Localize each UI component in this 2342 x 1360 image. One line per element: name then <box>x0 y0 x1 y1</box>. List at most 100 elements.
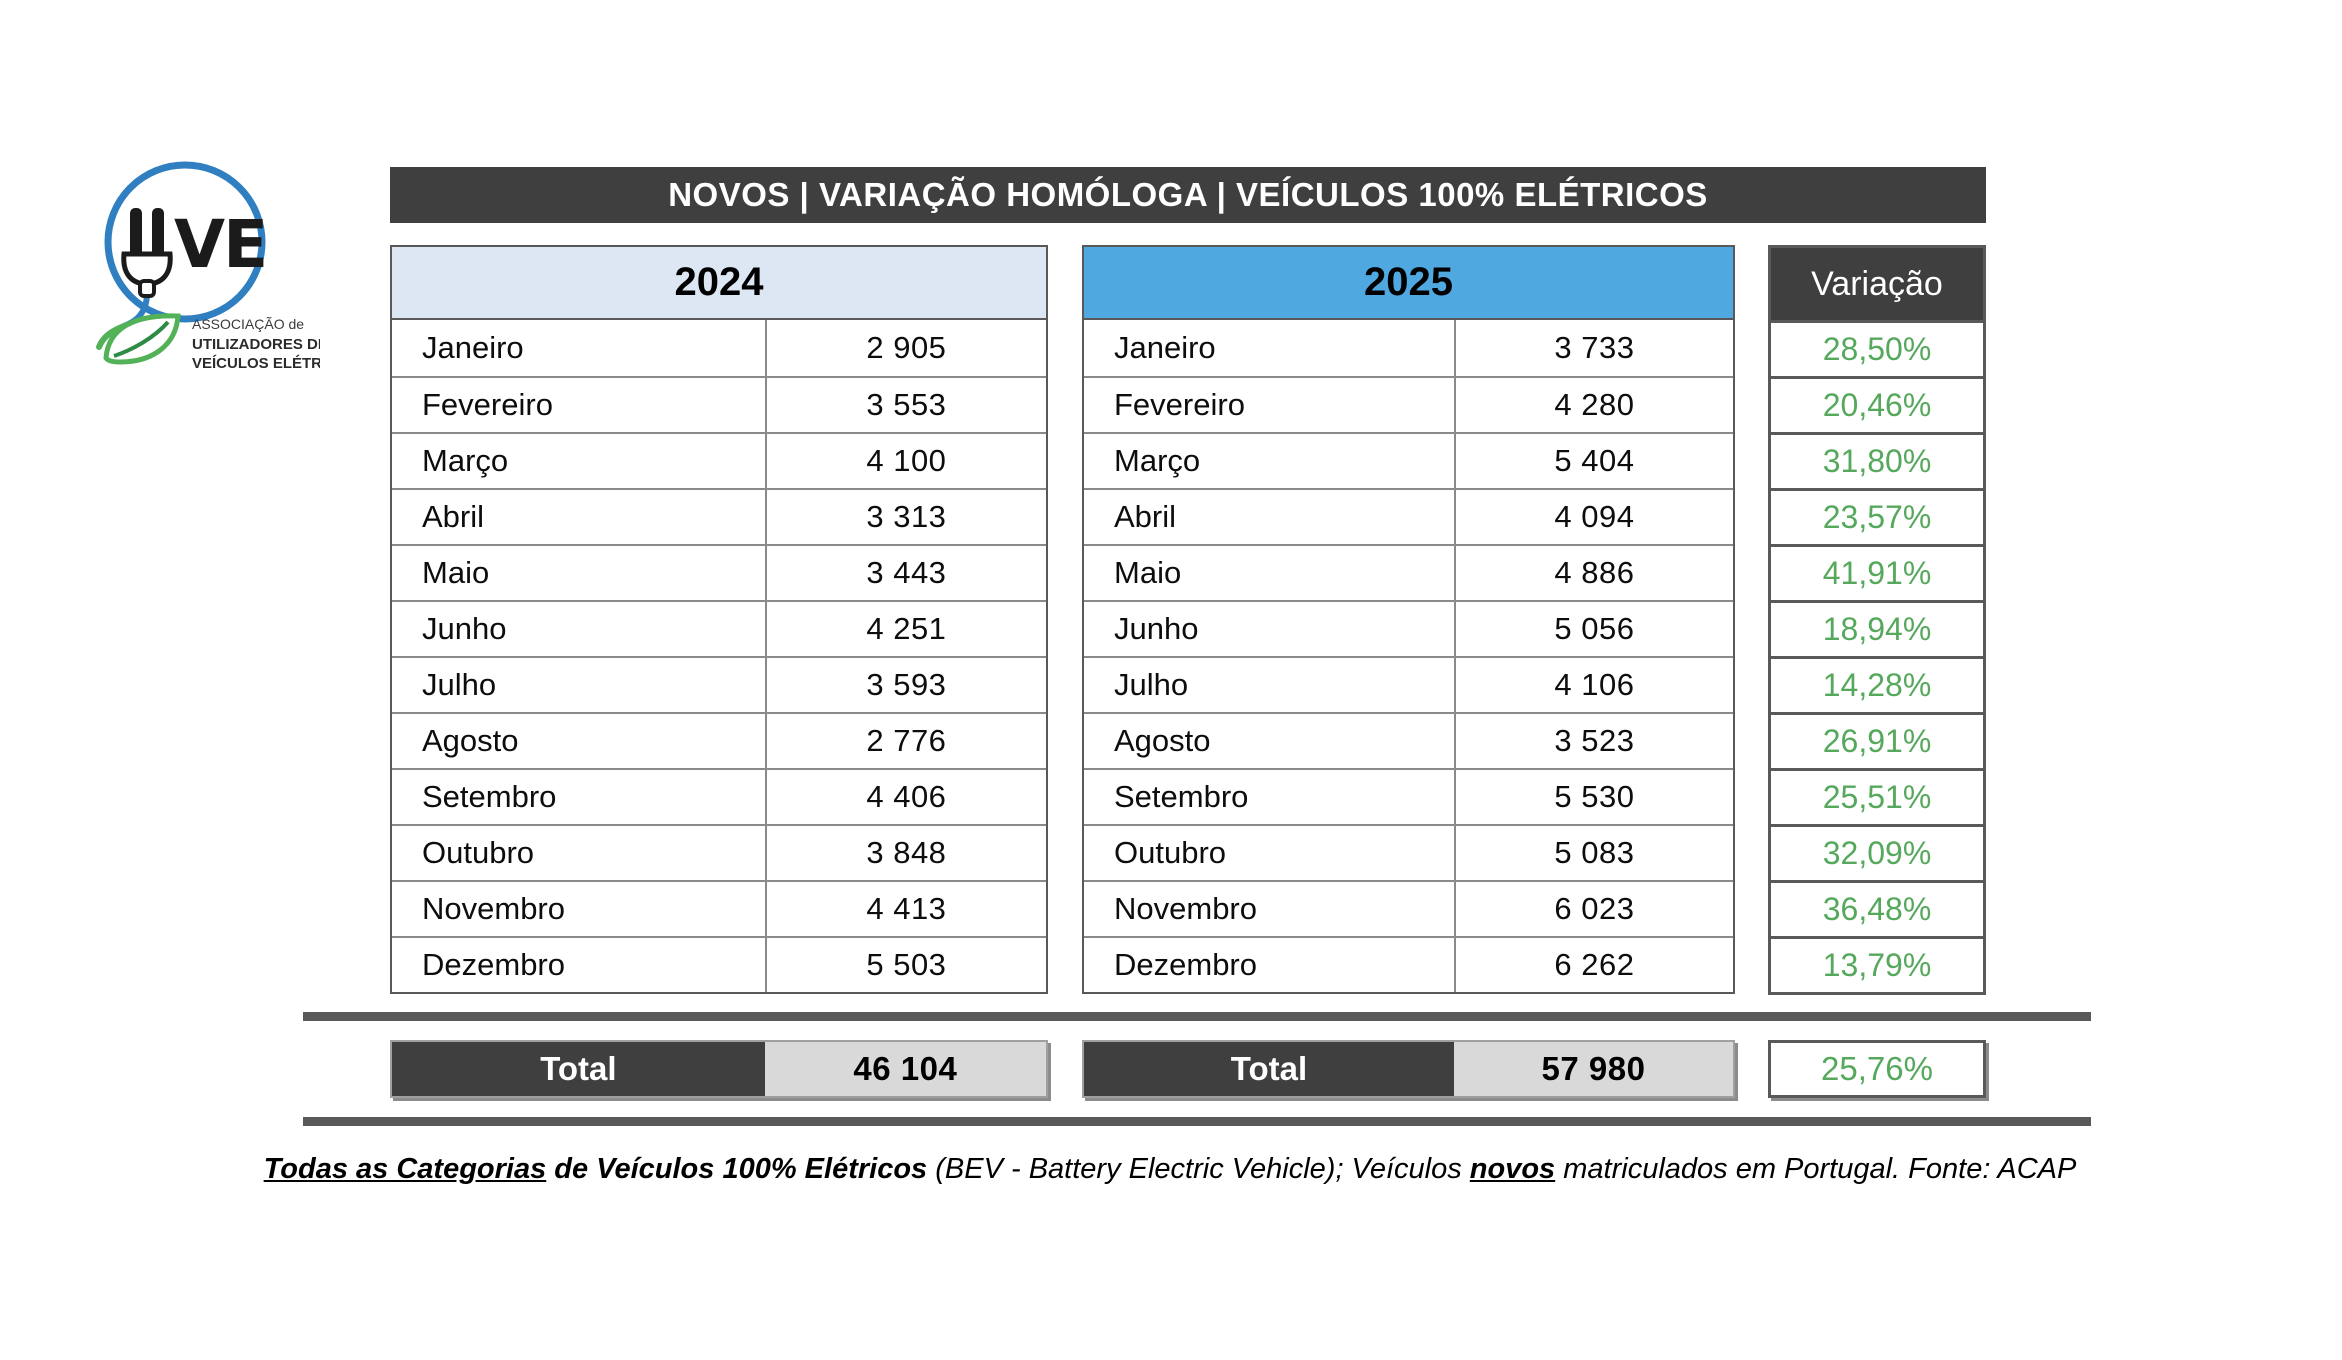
uve-logo: VE ASSOCIAÇÃO de UTILIZADORES DE VEÍCULO… <box>96 161 320 372</box>
table-2025-body: Janeiro 3 733 Fevereiro 4 280 Março 5 40… <box>1084 320 1733 992</box>
variation-cell: 20,46% <box>1771 376 1983 432</box>
page-title: NOVOS | VARIAÇÃO HOMÓLOGA | VEÍCULOS 100… <box>390 167 1986 223</box>
table-row: Janeiro 3 733 <box>1084 320 1733 376</box>
footnote-seg4: novos <box>1469 1153 1556 1185</box>
value-cell: 3 593 <box>764 658 1046 712</box>
month-cell: Abril <box>1114 499 1177 534</box>
value-cell: 3 443 <box>764 546 1046 600</box>
month-cell: Janeiro <box>1114 330 1216 365</box>
variation-cell: 31,80% <box>1771 432 1983 488</box>
value-cell: 5 503 <box>764 938 1046 992</box>
table-row: Outubro 3 848 <box>392 824 1046 880</box>
plug-stem-icon <box>138 279 156 298</box>
table-row: Maio 4 886 <box>1084 544 1733 600</box>
value-cell: 3 733 <box>1453 320 1733 376</box>
table-row: Fevereiro 3 553 <box>392 376 1046 432</box>
divider <box>303 1117 2091 1126</box>
variation-cell: 41,91% <box>1771 544 1983 600</box>
variation-cell: 25,51% <box>1771 768 1983 824</box>
table-row: Fevereiro 4 280 <box>1084 376 1733 432</box>
value-cell: 6 262 <box>1453 938 1733 992</box>
value-cell: 2 905 <box>764 320 1046 376</box>
table-row: Agosto 2 776 <box>392 712 1046 768</box>
total-2025: Total 57 980 <box>1082 1040 1735 1098</box>
footnote-seg2: de Veículos 100% Elétricos <box>546 1153 936 1185</box>
month-cell: Dezembro <box>422 947 565 982</box>
footnote-seg1: Todas as Categorias <box>263 1153 547 1185</box>
month-cell: Janeiro <box>422 330 524 365</box>
total-2024-label: Total <box>392 1042 765 1096</box>
table-row: Abril 4 094 <box>1084 488 1733 544</box>
table-row: Julho 4 106 <box>1084 656 1733 712</box>
month-cell: Junho <box>1114 611 1199 646</box>
footnote-seg5: matriculados em Portugal. Fonte: ACAP <box>1555 1153 2077 1185</box>
value-cell: 4 251 <box>764 602 1046 656</box>
logo-circle <box>104 161 266 323</box>
month-cell: Novembro <box>422 891 565 926</box>
month-cell: Agosto <box>1114 723 1211 758</box>
footnote: Todas as Categorias de Veículos 100% Elé… <box>170 1153 2170 1186</box>
table-row: Agosto 3 523 <box>1084 712 1733 768</box>
month-cell: Fevereiro <box>1114 387 1245 422</box>
month-cell: Fevereiro <box>422 387 553 422</box>
total-variation-value: 25,76% <box>1768 1040 1986 1098</box>
month-cell: Dezembro <box>1114 947 1257 982</box>
variation-cell: 18,94% <box>1771 600 1983 656</box>
value-cell: 4 094 <box>1453 490 1733 544</box>
table-variation-header: Variação <box>1771 248 1983 320</box>
month-cell: Setembro <box>1114 779 1249 814</box>
table-row: Janeiro 2 905 <box>392 320 1046 376</box>
table-row: Março 4 100 <box>392 432 1046 488</box>
value-cell: 4 106 <box>1453 658 1733 712</box>
table-row: Setembro 5 530 <box>1084 768 1733 824</box>
total-2025-label: Total <box>1084 1042 1454 1096</box>
month-cell: Novembro <box>1114 891 1257 926</box>
month-cell: Março <box>422 443 509 478</box>
table-2024-body: Janeiro 2 905 Fevereiro 3 553 Março 4 10… <box>392 320 1046 992</box>
value-cell: 3 523 <box>1453 714 1733 768</box>
month-cell: Setembro <box>422 779 557 814</box>
month-cell: Maio <box>1114 555 1182 590</box>
logo-org-line1: ASSOCIAÇÃO de <box>192 316 304 332</box>
table-row: Setembro 4 406 <box>392 768 1046 824</box>
table-2024: 2024 Janeiro 2 905 Fevereiro 3 553 Março… <box>390 245 1048 994</box>
month-cell: Maio <box>422 555 490 590</box>
table-row: Novembro 4 413 <box>392 880 1046 936</box>
month-cell: Abril <box>422 499 485 534</box>
table-row: Junho 5 056 <box>1084 600 1733 656</box>
table-row: Maio 3 443 <box>392 544 1046 600</box>
table-row: Dezembro 6 262 <box>1084 936 1733 992</box>
variation-cell: 13,79% <box>1771 936 1983 992</box>
total-2025-value: 57 980 <box>1453 1042 1733 1096</box>
value-cell: 5 530 <box>1453 770 1733 824</box>
value-cell: 5 083 <box>1453 826 1733 880</box>
plug-prong-icon <box>130 208 142 258</box>
table-row: Novembro 6 023 <box>1084 880 1733 936</box>
table-row: Abril 3 313 <box>392 488 1046 544</box>
value-cell: 4 280 <box>1453 378 1733 432</box>
leaf-vein-icon <box>113 320 170 358</box>
plug-prong-icon <box>152 208 164 258</box>
value-cell: 3 848 <box>764 826 1046 880</box>
value-cell: 6 023 <box>1453 882 1733 936</box>
table-row: Março 5 404 <box>1084 432 1733 488</box>
table-row: Julho 3 593 <box>392 656 1046 712</box>
variation-cell: 32,09% <box>1771 824 1983 880</box>
table-row: Junho 4 251 <box>392 600 1046 656</box>
variation-cell: 26,91% <box>1771 712 1983 768</box>
total-2024-value: 46 104 <box>764 1042 1046 1096</box>
month-cell: Outubro <box>422 835 535 870</box>
value-cell: 5 056 <box>1453 602 1733 656</box>
value-cell: 3 313 <box>764 490 1046 544</box>
value-cell: 5 404 <box>1453 434 1733 488</box>
table-2025-header: 2025 <box>1084 247 1733 320</box>
value-cell: 2 776 <box>764 714 1046 768</box>
footnote-seg3: (BEV - Battery Electric Vehicle); Veícul… <box>935 1153 1470 1185</box>
month-cell: Outubro <box>1114 835 1227 870</box>
table-row: Dezembro 5 503 <box>392 936 1046 992</box>
total-2024: Total 46 104 <box>390 1040 1048 1098</box>
variation-cell: 14,28% <box>1771 656 1983 712</box>
month-cell: Março <box>1114 443 1201 478</box>
divider <box>303 1012 2091 1021</box>
value-cell: 3 553 <box>764 378 1046 432</box>
